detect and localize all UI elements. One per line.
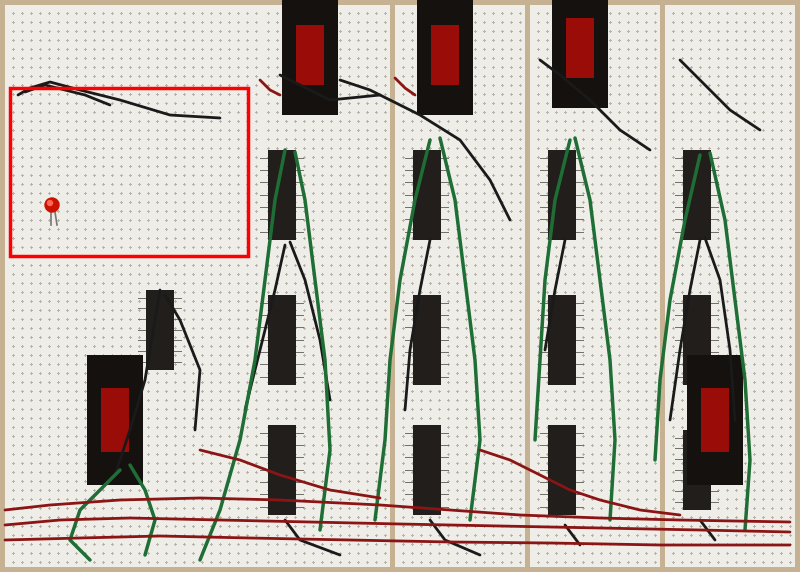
Circle shape xyxy=(45,198,59,212)
Bar xyxy=(10,88,248,256)
Circle shape xyxy=(47,201,53,205)
